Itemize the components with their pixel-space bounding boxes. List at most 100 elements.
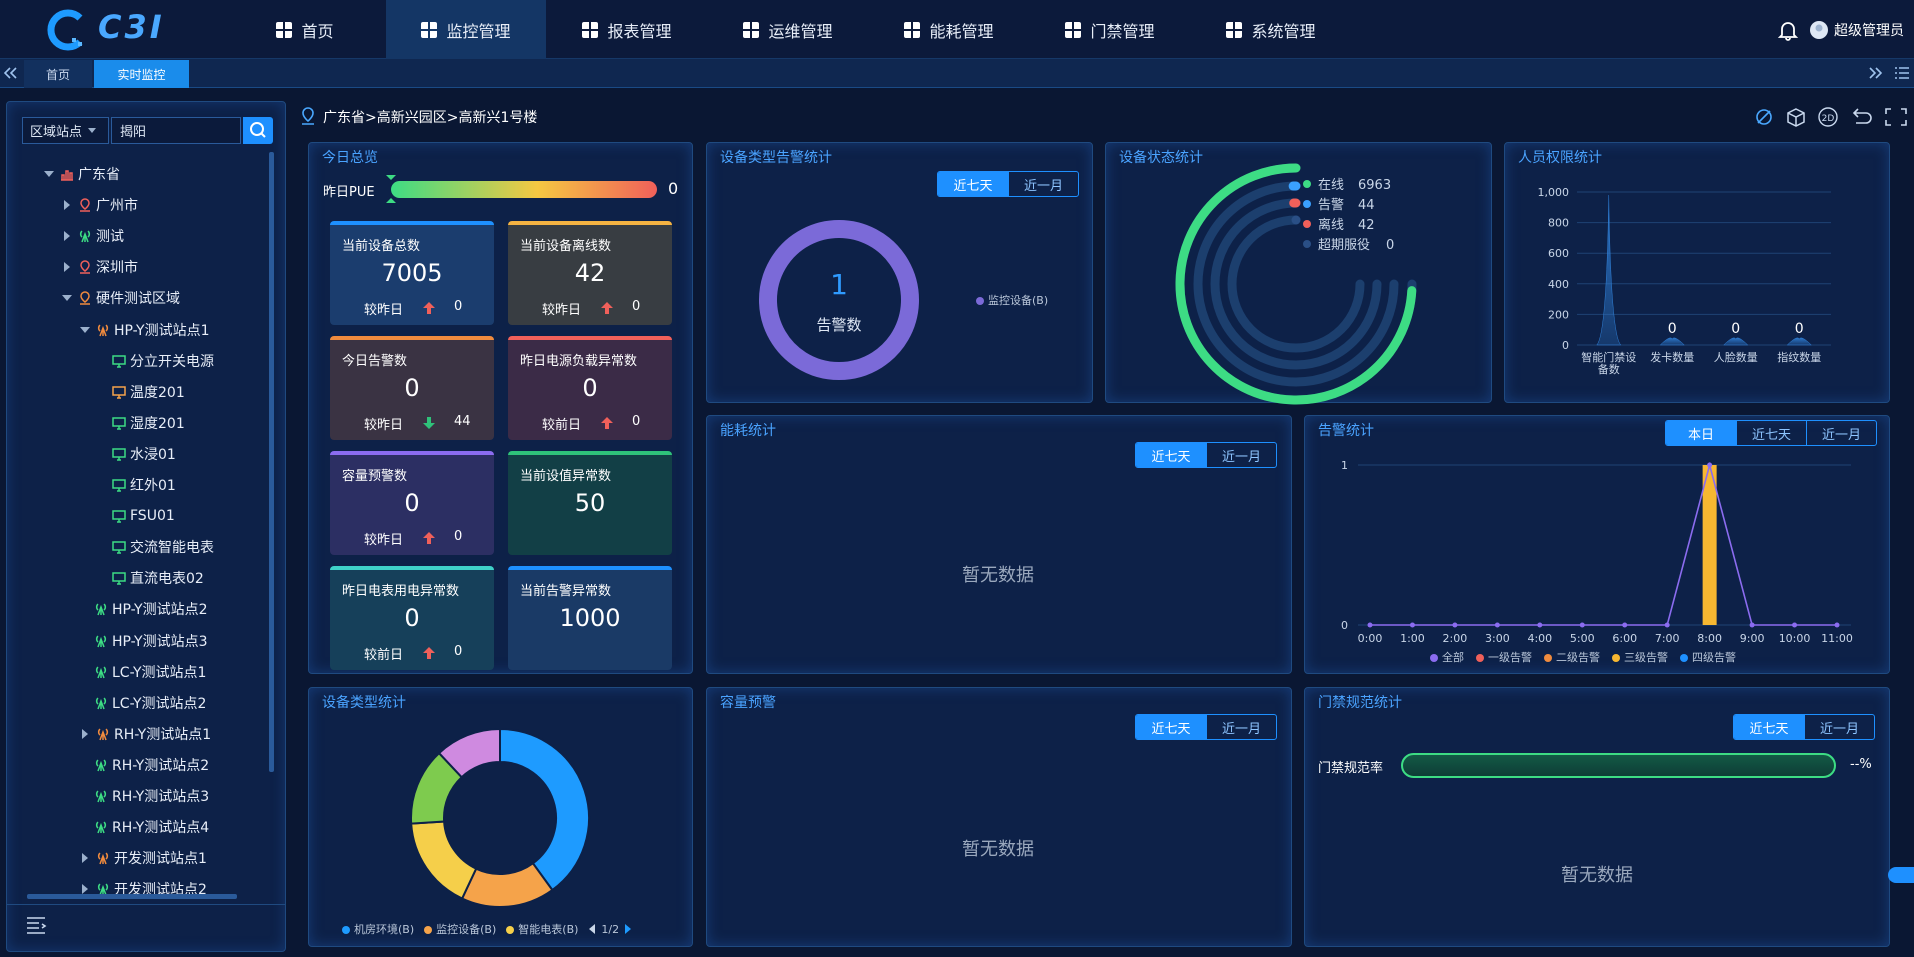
range-button[interactable]: 近七天	[1736, 421, 1806, 445]
filter-select[interactable]: 区域站点	[22, 117, 109, 144]
tool-glyph	[1757, 110, 1771, 124]
tree-toggle[interactable]	[82, 728, 88, 739]
range-button[interactable]: 近七天	[1734, 715, 1804, 739]
tree-label: RH-Y测试站点4	[112, 820, 210, 837]
range-button[interactable]: 近一月	[1804, 715, 1874, 739]
tree-node[interactable]: 分立开关电源	[98, 349, 214, 373]
tree-node[interactable]: 温度201	[98, 380, 185, 404]
tree-node[interactable]: HP-Y测试站点2	[80, 597, 208, 621]
legend-item[interactable]: 四级告警	[1680, 649, 1736, 665]
nav-item[interactable]: 门禁管理	[1030, 0, 1190, 59]
tree-node[interactable]: 深圳市	[62, 255, 138, 279]
v-scrollbar[interactable]	[269, 152, 274, 772]
nav-item[interactable]: 能耗管理	[869, 0, 1029, 59]
legend-swatch	[424, 926, 433, 934]
tool-weather[interactable]	[1756, 109, 1772, 125]
legend-item[interactable]: 机房环境(B)	[342, 921, 414, 937]
tree-toggle[interactable]	[62, 295, 72, 302]
tree-node[interactable]: 红外01	[98, 473, 176, 497]
nav-item[interactable]: 报表管理	[547, 0, 707, 59]
tree-node[interactable]: RH-Y测试站点2	[80, 753, 209, 777]
icon-glyph	[97, 852, 109, 865]
h-scrollbar[interactable]	[27, 894, 237, 899]
range-button[interactable]: 近七天	[938, 172, 1008, 196]
tree-toggle[interactable]	[64, 231, 70, 242]
tree-node[interactable]: FSU01	[98, 504, 175, 528]
user-name[interactable]: 超级管理员	[1834, 23, 1904, 39]
tree-node[interactable]: 硬件测试区域	[62, 286, 180, 310]
range-button[interactable]: 近一月	[1206, 715, 1276, 739]
tree-node[interactable]: 湿度201	[98, 411, 185, 435]
tree-node[interactable]: 直流电表02	[98, 566, 204, 590]
tree-node[interactable]: RH-Y测试站点1	[80, 722, 211, 746]
range-button[interactable]: 近一月	[1806, 421, 1876, 445]
tool-2d[interactable]: 2D	[1818, 107, 1838, 127]
legend-item[interactable]: 二级告警	[1544, 649, 1600, 665]
icon-glyph	[80, 291, 90, 306]
panel-title: 设备类型告警统计	[720, 150, 832, 166]
legend-item[interactable]: 监控设备(B)	[424, 921, 496, 937]
tree-node[interactable]: LC-Y测试站点1	[80, 660, 206, 684]
nav-item[interactable]: 运维管理	[708, 0, 868, 59]
arrow-glyph	[423, 647, 435, 659]
range-button[interactable]: 近一月	[1008, 172, 1078, 196]
tree-node[interactable]: HP-Y测试站点3	[80, 629, 208, 653]
tree-node[interactable]: LC-Y测试站点2	[80, 691, 206, 715]
nav-item[interactable]: 监控管理	[386, 0, 546, 59]
tab[interactable]: 实时监控	[94, 60, 189, 88]
search-button[interactable]	[243, 117, 273, 144]
tool-3d[interactable]	[1787, 108, 1805, 127]
collapse-left[interactable]	[2, 65, 18, 81]
tool-back[interactable]	[1852, 108, 1872, 124]
pager-prev[interactable]	[588, 924, 596, 934]
tree-node[interactable]: RH-Y测试站点4	[80, 815, 209, 839]
tree-toggle[interactable]	[44, 171, 54, 177]
collapse-right[interactable]	[1868, 65, 1884, 81]
search-icon	[250, 122, 266, 138]
tree-node[interactable]: 交流智能电表	[98, 535, 214, 559]
tree-icon	[97, 852, 109, 865]
legend-item[interactable]: 一级告警	[1476, 649, 1532, 665]
range-button[interactable]: 近七天	[1136, 715, 1206, 739]
tree-icon	[112, 417, 126, 430]
range-button[interactable]: 本日	[1666, 421, 1736, 445]
tree-node[interactable]: 开发测试站点1	[80, 846, 207, 870]
range-button[interactable]: 近七天	[1136, 443, 1206, 467]
tool-fullscreen[interactable]	[1885, 108, 1907, 126]
tab-menu[interactable]	[1894, 66, 1910, 80]
tree-node[interactable]: RH-Y测试站点3	[80, 784, 209, 808]
sidebar-toggle[interactable]	[25, 915, 47, 935]
tree-node[interactable]: 广州市	[62, 193, 138, 217]
tree-icon	[112, 572, 126, 586]
tree-node[interactable]: 水浸01	[98, 442, 176, 466]
nav-icon	[904, 21, 921, 38]
tree-node[interactable]: 广东省	[44, 162, 120, 186]
tree-label: 水浸01	[130, 446, 176, 463]
side-handle[interactable]	[1888, 867, 1914, 883]
legend-item[interactable]: 监控设备(B)	[976, 292, 1048, 308]
nav-item[interactable]: 首页	[225, 0, 385, 59]
legend-swatch	[1476, 654, 1484, 662]
legend-item[interactable]: 全部	[1430, 649, 1464, 665]
logo-ring	[47, 9, 83, 51]
tree-toggle[interactable]	[80, 326, 90, 333]
kpi-card: 当前告警异常数 1000	[508, 566, 672, 670]
pager-next[interactable]	[624, 924, 632, 934]
legend-item[interactable]: 智能电表(B)	[506, 921, 578, 937]
tree-toggle[interactable]	[82, 853, 88, 864]
nav-item[interactable]: 系统管理	[1191, 0, 1351, 59]
top-nav	[0, 0, 1914, 59]
legend-item[interactable]: 三级告警	[1612, 649, 1668, 665]
search-input[interactable]: 揭阳	[111, 117, 241, 144]
tree-node[interactable]: 测试	[62, 224, 124, 248]
tree-toggle[interactable]	[64, 200, 70, 211]
tree-toggle[interactable]	[64, 262, 70, 273]
bell-icon[interactable]	[1777, 19, 1799, 41]
panel-title: 告警统计	[1318, 423, 1374, 439]
avatar[interactable]	[1809, 20, 1829, 40]
tree-toggle[interactable]	[82, 884, 88, 895]
range-button[interactable]: 近一月	[1206, 443, 1276, 467]
tree-node[interactable]: 开发测试站点2	[80, 877, 207, 897]
tab[interactable]: 首页	[24, 60, 92, 88]
tree-node[interactable]: HP-Y测试站点1	[80, 318, 210, 342]
